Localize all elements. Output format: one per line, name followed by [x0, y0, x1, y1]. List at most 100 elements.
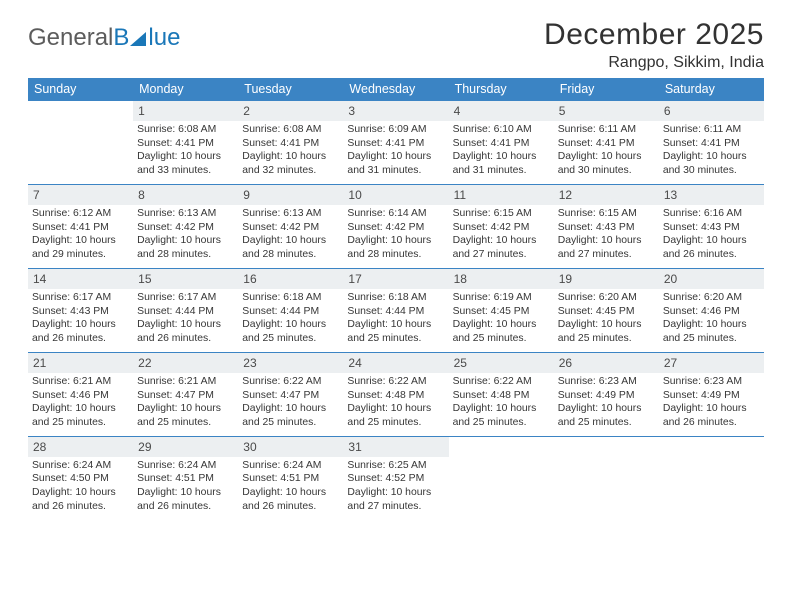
day-line: and 26 minutes.	[663, 248, 760, 262]
day-line: and 25 minutes.	[663, 332, 760, 346]
day-line: Sunset: 4:41 PM	[558, 137, 655, 151]
day-body: Sunrise: 6:17 AMSunset: 4:44 PMDaylight:…	[133, 289, 238, 352]
day-line: Sunrise: 6:22 AM	[347, 375, 444, 389]
day-line: Sunrise: 6:20 AM	[663, 291, 760, 305]
day-line: Sunrise: 6:11 AM	[663, 123, 760, 137]
day-line: Sunrise: 6:17 AM	[32, 291, 129, 305]
dow-header-cell: Monday	[133, 78, 238, 101]
weeks-container: 1Sunrise: 6:08 AMSunset: 4:41 PMDaylight…	[28, 101, 764, 520]
day-cell: 29Sunrise: 6:24 AMSunset: 4:51 PMDayligh…	[133, 437, 238, 520]
week-row: 1Sunrise: 6:08 AMSunset: 4:41 PMDaylight…	[28, 101, 764, 185]
day-cell: 4Sunrise: 6:10 AMSunset: 4:41 PMDaylight…	[449, 101, 554, 184]
day-line: Sunset: 4:47 PM	[242, 389, 339, 403]
day-body: Sunrise: 6:15 AMSunset: 4:42 PMDaylight:…	[449, 205, 554, 268]
day-line: Sunset: 4:48 PM	[347, 389, 444, 403]
day-line: Daylight: 10 hours	[347, 150, 444, 164]
day-cell: 12Sunrise: 6:15 AMSunset: 4:43 PMDayligh…	[554, 185, 659, 268]
day-cell	[28, 101, 133, 184]
day-line: Sunset: 4:43 PM	[32, 305, 129, 319]
day-number: 8	[133, 185, 238, 205]
day-number	[28, 101, 133, 121]
day-line: Sunrise: 6:22 AM	[242, 375, 339, 389]
day-line: Daylight: 10 hours	[347, 318, 444, 332]
day-line: and 26 minutes.	[137, 332, 234, 346]
logo-text-b: B	[113, 24, 129, 52]
day-line: Daylight: 10 hours	[453, 234, 550, 248]
day-cell: 10Sunrise: 6:14 AMSunset: 4:42 PMDayligh…	[343, 185, 448, 268]
day-number: 27	[659, 353, 764, 373]
day-body: Sunrise: 6:18 AMSunset: 4:44 PMDaylight:…	[343, 289, 448, 352]
day-cell: 14Sunrise: 6:17 AMSunset: 4:43 PMDayligh…	[28, 269, 133, 352]
day-number: 20	[659, 269, 764, 289]
day-number: 19	[554, 269, 659, 289]
day-line: and 25 minutes.	[347, 332, 444, 346]
day-line: and 25 minutes.	[453, 332, 550, 346]
dow-header-row: SundayMondayTuesdayWednesdayThursdayFrid…	[28, 78, 764, 101]
day-body: Sunrise: 6:24 AMSunset: 4:50 PMDaylight:…	[28, 457, 133, 520]
day-cell: 27Sunrise: 6:23 AMSunset: 4:49 PMDayligh…	[659, 353, 764, 436]
day-line: Sunrise: 6:19 AM	[453, 291, 550, 305]
day-line: Sunrise: 6:17 AM	[137, 291, 234, 305]
day-line: Sunrise: 6:18 AM	[242, 291, 339, 305]
day-line: and 32 minutes.	[242, 164, 339, 178]
day-line: and 26 minutes.	[242, 500, 339, 514]
day-cell: 8Sunrise: 6:13 AMSunset: 4:42 PMDaylight…	[133, 185, 238, 268]
dow-header-cell: Thursday	[449, 78, 554, 101]
day-cell: 3Sunrise: 6:09 AMSunset: 4:41 PMDaylight…	[343, 101, 448, 184]
logo: General B lue	[28, 18, 180, 52]
day-body: Sunrise: 6:22 AMSunset: 4:48 PMDaylight:…	[343, 373, 448, 436]
day-line: Daylight: 10 hours	[453, 150, 550, 164]
day-line: Daylight: 10 hours	[32, 486, 129, 500]
day-cell	[554, 437, 659, 520]
day-line: and 28 minutes.	[137, 248, 234, 262]
day-line: Sunset: 4:49 PM	[558, 389, 655, 403]
day-number: 16	[238, 269, 343, 289]
day-cell: 13Sunrise: 6:16 AMSunset: 4:43 PMDayligh…	[659, 185, 764, 268]
day-line: and 26 minutes.	[32, 500, 129, 514]
day-number: 28	[28, 437, 133, 457]
day-line: Daylight: 10 hours	[242, 486, 339, 500]
day-number: 23	[238, 353, 343, 373]
day-cell: 31Sunrise: 6:25 AMSunset: 4:52 PMDayligh…	[343, 437, 448, 520]
day-line: Daylight: 10 hours	[137, 150, 234, 164]
day-line: Daylight: 10 hours	[663, 318, 760, 332]
day-line: Daylight: 10 hours	[347, 234, 444, 248]
day-cell: 24Sunrise: 6:22 AMSunset: 4:48 PMDayligh…	[343, 353, 448, 436]
day-line: Sunset: 4:51 PM	[137, 472, 234, 486]
day-body: Sunrise: 6:13 AMSunset: 4:42 PMDaylight:…	[238, 205, 343, 268]
day-cell: 26Sunrise: 6:23 AMSunset: 4:49 PMDayligh…	[554, 353, 659, 436]
dow-header-cell: Tuesday	[238, 78, 343, 101]
day-line: Sunrise: 6:24 AM	[137, 459, 234, 473]
day-line: Sunset: 4:41 PM	[663, 137, 760, 151]
day-body: Sunrise: 6:15 AMSunset: 4:43 PMDaylight:…	[554, 205, 659, 268]
day-number: 21	[28, 353, 133, 373]
day-body: Sunrise: 6:18 AMSunset: 4:44 PMDaylight:…	[238, 289, 343, 352]
dow-header-cell: Friday	[554, 78, 659, 101]
day-cell: 6Sunrise: 6:11 AMSunset: 4:41 PMDaylight…	[659, 101, 764, 184]
day-body: Sunrise: 6:20 AMSunset: 4:45 PMDaylight:…	[554, 289, 659, 352]
day-line: Sunrise: 6:25 AM	[347, 459, 444, 473]
day-body: Sunrise: 6:08 AMSunset: 4:41 PMDaylight:…	[133, 121, 238, 184]
day-line: and 25 minutes.	[32, 416, 129, 430]
day-line: Sunrise: 6:23 AM	[558, 375, 655, 389]
day-body: Sunrise: 6:13 AMSunset: 4:42 PMDaylight:…	[133, 205, 238, 268]
day-number: 10	[343, 185, 448, 205]
day-cell: 30Sunrise: 6:24 AMSunset: 4:51 PMDayligh…	[238, 437, 343, 520]
day-line: Sunset: 4:41 PM	[347, 137, 444, 151]
week-row: 14Sunrise: 6:17 AMSunset: 4:43 PMDayligh…	[28, 269, 764, 353]
day-line: Daylight: 10 hours	[347, 486, 444, 500]
day-line: and 31 minutes.	[347, 164, 444, 178]
day-line: Sunrise: 6:24 AM	[242, 459, 339, 473]
day-line: and 28 minutes.	[347, 248, 444, 262]
day-line: and 27 minutes.	[347, 500, 444, 514]
day-cell: 7Sunrise: 6:12 AMSunset: 4:41 PMDaylight…	[28, 185, 133, 268]
day-line: and 26 minutes.	[663, 416, 760, 430]
day-line: Sunrise: 6:12 AM	[32, 207, 129, 221]
day-body: Sunrise: 6:10 AMSunset: 4:41 PMDaylight:…	[449, 121, 554, 184]
day-line: and 33 minutes.	[137, 164, 234, 178]
day-line: Daylight: 10 hours	[137, 486, 234, 500]
day-line: Sunrise: 6:15 AM	[453, 207, 550, 221]
day-line: Sunset: 4:41 PM	[453, 137, 550, 151]
day-line: and 25 minutes.	[242, 416, 339, 430]
day-line: Sunrise: 6:14 AM	[347, 207, 444, 221]
